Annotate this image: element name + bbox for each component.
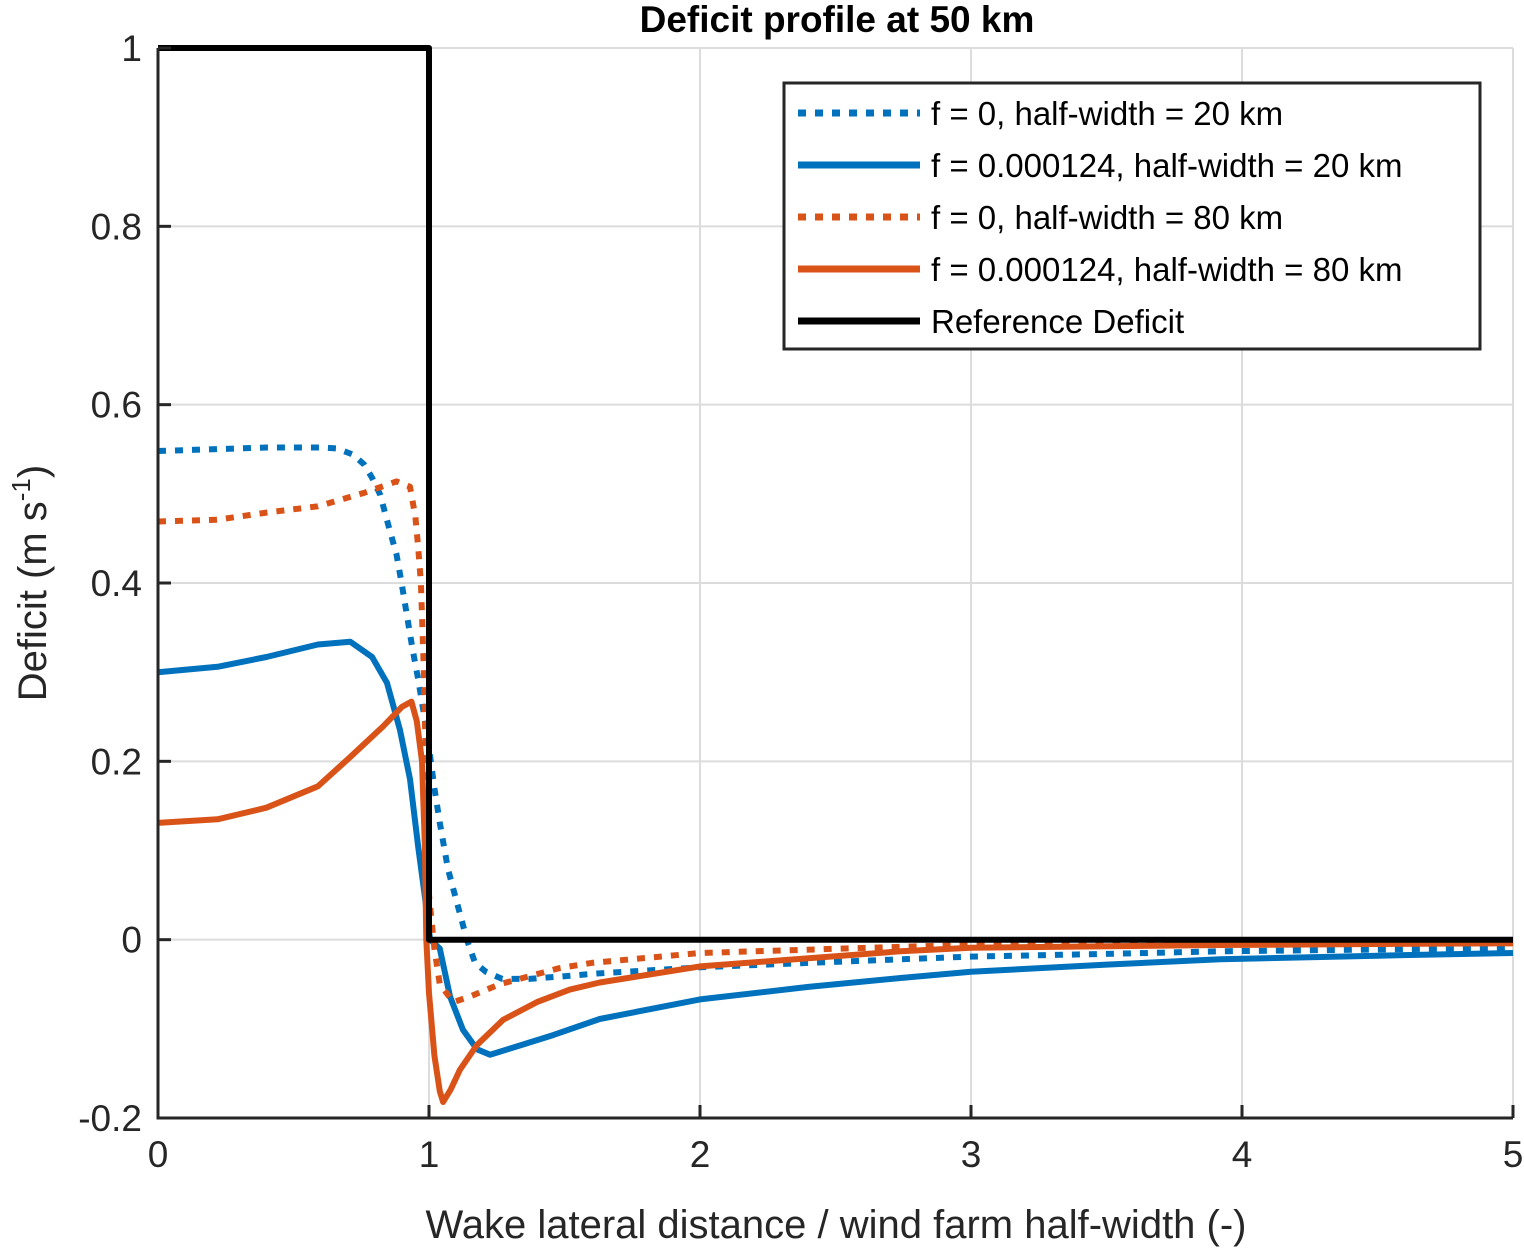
- series-line-1: [157, 444, 1514, 982]
- chart-title: Deficit profile at 50 km: [640, 0, 1035, 40]
- series-line-2: [157, 638, 1514, 1058]
- series-group: [157, 45, 1514, 1105]
- y-tick-label: 0.8: [91, 206, 142, 247]
- x-tick-label: 2: [690, 1134, 711, 1175]
- legend-label-1: f = 0, half-width = 20 km: [931, 95, 1283, 132]
- legend-label-4: f = 0.000124, half-width = 80 km: [931, 251, 1402, 288]
- y-axis-label-superscript: -1: [6, 478, 36, 501]
- series-line-5: [158, 45, 1513, 943]
- y-tick-label: 0.6: [91, 385, 142, 426]
- y-axis-label: Deficit (m s-1): [6, 465, 55, 701]
- y-tick-label: -0.2: [78, 1098, 142, 1139]
- y-tick-label: 0.2: [91, 741, 142, 782]
- legend-label-5: Reference Deficit: [931, 303, 1184, 340]
- x-axis-label: Wake lateral distance / wind farm half-w…: [425, 1203, 1246, 1247]
- y-axis-label-suffix: ): [11, 465, 55, 478]
- y-tick-label: 1: [121, 28, 142, 69]
- legend: f = 0, half-width = 20 km f = 0.000124, h…: [782, 81, 1482, 351]
- legend-label-2: f = 0.000124, half-width = 20 km: [931, 147, 1402, 184]
- y-tick-label: 0.4: [91, 563, 142, 604]
- axes: 0 1 2 3 4 5-0.200.20.40.60.81: [78, 28, 1523, 1175]
- y-tick-label: 0: [121, 920, 142, 961]
- y-axis-label-main: Deficit (m s: [11, 501, 55, 701]
- x-tick-label: 0: [148, 1134, 169, 1175]
- x-tick-label: 4: [1232, 1134, 1253, 1175]
- legend-label-3: f = 0, half-width = 80 km: [931, 199, 1283, 236]
- x-tick-label: 3: [961, 1134, 982, 1175]
- x-tick-label: 1: [419, 1134, 440, 1175]
- x-tick-label: 5: [1503, 1134, 1524, 1175]
- series-line-4: [157, 698, 1514, 1105]
- legend-items: f = 0, half-width = 20 km f = 0.000124, h…: [798, 95, 1402, 340]
